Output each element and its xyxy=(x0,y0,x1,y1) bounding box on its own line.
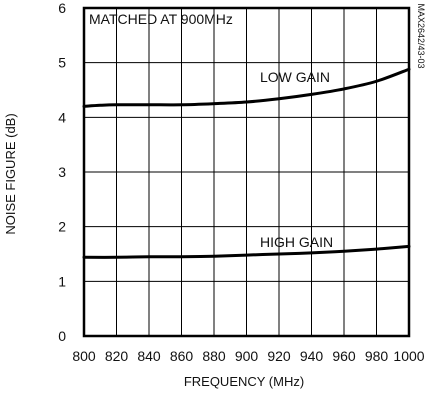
series-label-low-gain: LOW GAIN xyxy=(260,69,330,85)
x-tick-label: 900 xyxy=(235,348,259,364)
x-tick-label: 1000 xyxy=(393,348,424,364)
x-tick-label: 860 xyxy=(170,348,194,364)
x-tick-label: 960 xyxy=(332,348,356,364)
y-tick-label: 1 xyxy=(58,273,66,289)
y-tick-label: 4 xyxy=(58,109,66,125)
y-tick-label: 3 xyxy=(58,164,66,180)
x-tick-label: 980 xyxy=(365,348,389,364)
y-tick-label: 2 xyxy=(58,219,66,235)
series-labels: LOW GAIN HIGH GAIN xyxy=(260,69,333,250)
grid xyxy=(84,8,409,336)
y-tick-label: 6 xyxy=(58,0,66,16)
x-tick-label: 940 xyxy=(300,348,324,364)
x-tick-label: 800 xyxy=(72,348,96,364)
part-number-label: MAX2642/43-03 xyxy=(416,3,426,68)
y-tick-labels: 0 1 2 3 4 5 6 xyxy=(58,0,66,344)
x-tick-label: 880 xyxy=(202,348,226,364)
x-tick-label: 840 xyxy=(137,348,161,364)
y-tick-label: 0 xyxy=(58,328,66,344)
plot-border xyxy=(82,6,411,338)
series-label-high-gain: HIGH GAIN xyxy=(260,234,333,250)
x-axis-title: FREQUENCY (MHz) xyxy=(184,374,304,389)
y-axis-title: NOISE FIGURE (dB) xyxy=(3,113,18,234)
x-tick-labels: 800 820 840 860 880 900 920 940 960 980 1000 xyxy=(72,348,424,364)
series-line-high-gain xyxy=(82,244,411,259)
x-tick-label: 820 xyxy=(105,348,129,364)
condition-annotation: MATCHED AT 900MHz xyxy=(89,11,233,27)
plot-frame xyxy=(82,6,411,338)
x-tick-label: 920 xyxy=(267,348,291,364)
series-layer xyxy=(82,67,411,259)
y-tick-label: 5 xyxy=(58,55,66,71)
series-line-low-gain xyxy=(82,67,411,108)
